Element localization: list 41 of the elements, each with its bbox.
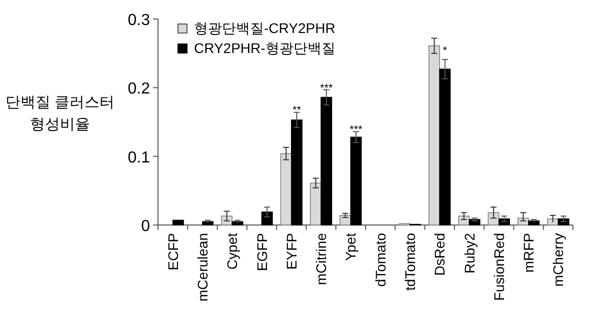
bar bbox=[488, 212, 500, 226]
bar bbox=[428, 45, 440, 226]
y-tick-label: 0.3 bbox=[128, 12, 150, 29]
y-tick-label: 0.1 bbox=[128, 149, 150, 166]
bar bbox=[458, 216, 470, 226]
bar bbox=[439, 68, 451, 226]
bar bbox=[320, 96, 332, 226]
y-tick-label: 0.2 bbox=[128, 80, 150, 98]
x-tick-label: DsRed bbox=[432, 233, 448, 276]
x-tick-label: Ypet bbox=[342, 232, 359, 261]
bar bbox=[280, 153, 292, 226]
x-tick-label: FusionRed bbox=[490, 233, 507, 301]
y-tick-label: 0 bbox=[141, 218, 150, 235]
bar bbox=[232, 221, 244, 226]
legend-label: 형광단백질-CRY2PHR bbox=[194, 20, 336, 36]
y-axis-title: 단백질 클러스터 형성비율 bbox=[5, 94, 115, 133]
x-tick-label: dTomato bbox=[372, 232, 388, 287]
x-tick-label: mCherry bbox=[550, 233, 566, 287]
x-tick-label: Ruby2 bbox=[461, 232, 478, 274]
legend-label: CRY2PHR-형광단백질 bbox=[194, 40, 336, 56]
bar bbox=[350, 136, 362, 226]
bar bbox=[310, 182, 322, 226]
annotation: *** bbox=[350, 124, 364, 136]
bar bbox=[202, 221, 214, 226]
x-tick-label: mCitrine bbox=[313, 232, 330, 286]
annotation: *** bbox=[320, 82, 334, 95]
bar bbox=[528, 220, 540, 226]
bar bbox=[172, 220, 184, 226]
bar bbox=[261, 212, 273, 226]
bar bbox=[547, 218, 559, 226]
x-tick-label: Cypet bbox=[224, 232, 240, 270]
bar bbox=[340, 214, 352, 226]
bar bbox=[290, 120, 302, 226]
annotation: ** bbox=[292, 104, 302, 117]
x-tick-label: EGFP bbox=[254, 233, 270, 272]
x-tick-label: mCerulean bbox=[194, 233, 210, 302]
x-tick-label: ECFP bbox=[164, 233, 181, 270]
x-tick-label: tdTomato bbox=[402, 232, 418, 291]
x-tick-label: EYFP bbox=[283, 233, 300, 270]
x-tick-label: mRFP bbox=[520, 233, 537, 273]
annotation: * bbox=[442, 44, 448, 57]
